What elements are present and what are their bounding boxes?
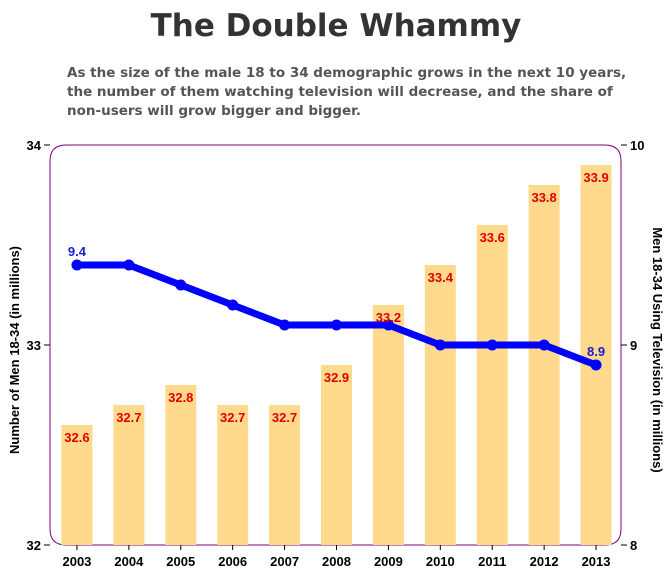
line-value-label: 9.4 xyxy=(68,244,87,259)
bar-2007 xyxy=(269,405,301,545)
bar-value-label: 32.7 xyxy=(116,410,141,425)
point-2013 xyxy=(590,359,602,371)
point-2009 xyxy=(382,319,394,331)
bar-value-label: 33.4 xyxy=(428,270,454,285)
x-tick-label: 2010 xyxy=(426,554,455,569)
bar-2008 xyxy=(321,365,352,545)
point-2010 xyxy=(434,339,446,351)
bar-2010 xyxy=(424,265,456,545)
plot-frame xyxy=(49,144,622,546)
bar-value-label: 32.7 xyxy=(272,410,297,425)
point-2006 xyxy=(227,299,239,311)
bar-value-label: 32.8 xyxy=(168,390,193,405)
bar-value-label: 32.6 xyxy=(64,430,89,445)
x-tick-label: 2012 xyxy=(530,554,559,569)
bar-2011 xyxy=(476,225,508,545)
tv-users-line xyxy=(73,261,600,369)
x-tick-label: 2009 xyxy=(374,554,403,569)
bar-value-label: 33.8 xyxy=(531,190,556,205)
bar-2012 xyxy=(528,185,560,545)
bar-2009 xyxy=(372,305,404,545)
bar-value-label: 32.9 xyxy=(324,370,349,385)
y-axis-label-left: Number of Men 18-34 (in millions) xyxy=(7,246,22,454)
bar-2004 xyxy=(113,405,145,545)
y2-tick-label: 9 xyxy=(630,338,637,353)
x-tick-label: 2003 xyxy=(62,554,91,569)
point-2011 xyxy=(486,339,498,351)
x-tick-label: 2013 xyxy=(582,554,611,569)
point-2005 xyxy=(175,279,187,291)
bar-value-label: 33.2 xyxy=(376,310,401,325)
chart-title: The Double Whammy xyxy=(150,8,522,44)
x-tick-label: 2004 xyxy=(114,554,144,569)
line-value-label: 8.9 xyxy=(587,344,605,359)
y2-tick-label: 10 xyxy=(630,138,644,153)
bar-2013 xyxy=(580,165,612,545)
point-2007 xyxy=(279,319,291,331)
bar-value-label: 33.6 xyxy=(480,230,505,245)
y-tick-label: 34 xyxy=(27,138,42,153)
x-tick-label: 2011 xyxy=(478,554,506,569)
y-tick-label: 32 xyxy=(27,538,41,553)
y-axis-label-right: Men 18-34 Using Television (in millions) xyxy=(650,227,665,472)
x-tick-label: 2006 xyxy=(218,554,247,569)
point-2004 xyxy=(123,259,135,271)
bar-2003 xyxy=(61,425,93,545)
y-tick-label: 33 xyxy=(27,338,41,353)
point-2008 xyxy=(331,319,342,331)
chart-subtitle: As the size of the male 18 to 34 demogra… xyxy=(67,65,627,119)
bar-2006 xyxy=(217,405,249,545)
point-2003 xyxy=(71,259,83,271)
point-2012 xyxy=(538,339,550,351)
bar-2005 xyxy=(165,385,197,545)
y2-tick-label: 8 xyxy=(630,538,637,553)
x-tick-label: 2008 xyxy=(322,554,351,569)
bar-value-label: 32.7 xyxy=(220,410,245,425)
bar-value-label: 33.9 xyxy=(583,170,608,185)
x-tick-label: 2007 xyxy=(270,554,299,569)
x-tick-label: 2005 xyxy=(166,554,195,569)
